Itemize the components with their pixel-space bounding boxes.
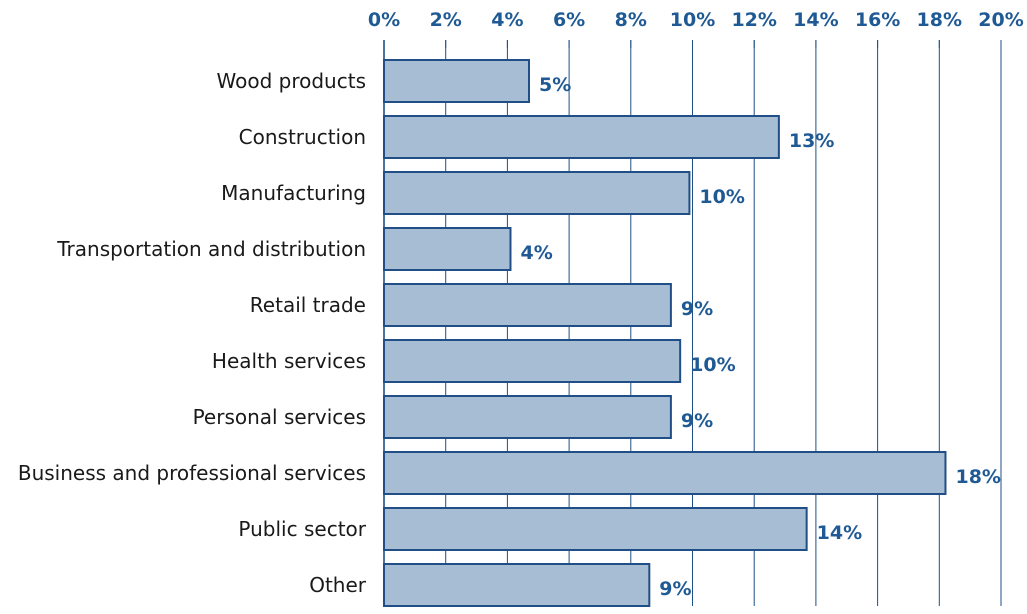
data-label: 9% bbox=[659, 578, 691, 600]
category-label: Business and professional services bbox=[18, 461, 366, 485]
category-label: Other bbox=[309, 573, 367, 597]
x-tick-label: 0% bbox=[368, 9, 400, 31]
bar bbox=[383, 283, 672, 327]
data-label: 4% bbox=[520, 242, 552, 264]
bar bbox=[383, 339, 682, 383]
x-tick-label: 14% bbox=[793, 9, 838, 31]
x-tick-label: 16% bbox=[855, 9, 900, 31]
category-label: Personal services bbox=[193, 405, 366, 429]
bars bbox=[383, 59, 947, 607]
data-label: 13% bbox=[789, 130, 834, 152]
data-label: 9% bbox=[681, 298, 713, 320]
bar bbox=[383, 171, 691, 215]
category-labels: Wood products Construction Manufacturing Tr… bbox=[18, 69, 367, 597]
category-label: Health services bbox=[212, 349, 366, 373]
data-label: 10% bbox=[699, 186, 744, 208]
bar bbox=[383, 115, 780, 159]
category-label: Wood products bbox=[217, 69, 366, 93]
data-label: 18% bbox=[955, 466, 1000, 488]
data-labels: 5% 13% 10% 4% 9% 10% 9% 18% 14% 9% bbox=[520, 74, 1000, 600]
category-label: Public sector bbox=[238, 517, 366, 541]
category-label: Manufacturing bbox=[221, 181, 366, 205]
x-tick-label: 10% bbox=[670, 9, 715, 31]
x-tick-label: 18% bbox=[917, 9, 962, 31]
bar bbox=[383, 563, 651, 607]
category-label: Construction bbox=[239, 125, 366, 149]
bar bbox=[383, 507, 808, 551]
x-tick-label: 12% bbox=[731, 9, 776, 31]
bar bbox=[383, 227, 512, 271]
data-label: 9% bbox=[681, 410, 713, 432]
x-tick-label: 4% bbox=[491, 9, 523, 31]
bar bbox=[383, 451, 947, 495]
x-tick-label: 6% bbox=[553, 9, 585, 31]
category-label: Transportation and distribution bbox=[56, 237, 366, 261]
x-axis: 0% 2% 4% 6% 8% 10% 12% 14% 16% 18% 20% bbox=[368, 9, 1024, 48]
data-label: 5% bbox=[539, 74, 571, 96]
category-label: Retail trade bbox=[250, 293, 366, 317]
x-tick-label: 8% bbox=[615, 9, 647, 31]
data-label: 10% bbox=[690, 354, 735, 376]
data-label: 14% bbox=[817, 522, 862, 544]
bar bbox=[383, 59, 530, 103]
x-tick-label: 20% bbox=[978, 9, 1023, 31]
bar bbox=[383, 395, 672, 439]
x-tick-label: 2% bbox=[430, 9, 462, 31]
